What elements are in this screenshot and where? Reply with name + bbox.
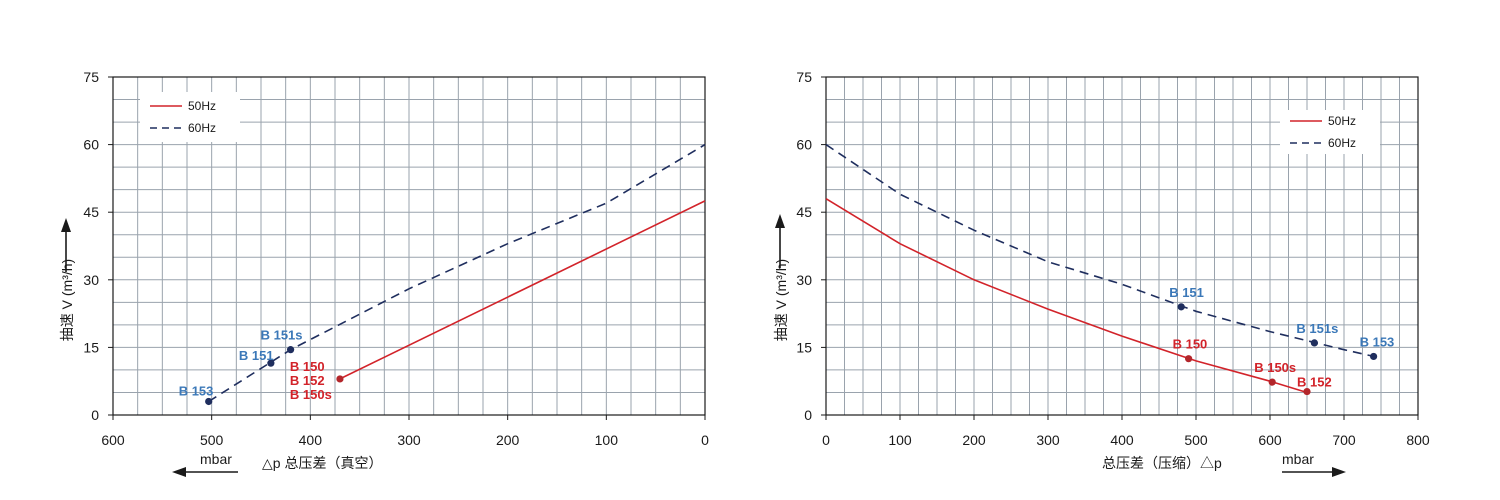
chart-compression: 0 100 200 300 400 500 600 700 800 0 15 30 45 60 75 B 1… bbox=[773, 69, 1430, 477]
y-axis-unit: V (m³/h) bbox=[59, 259, 75, 310]
series-lines bbox=[825, 143, 1374, 394]
data-point bbox=[1303, 387, 1311, 396]
y-axis-title: 抽速 V (m³/h) bbox=[59, 259, 75, 341]
y-tick-label: 30 bbox=[796, 272, 812, 288]
y-arrow-head bbox=[775, 214, 785, 228]
x-tick-label: 300 bbox=[397, 432, 421, 448]
point-label: B 152 bbox=[290, 373, 325, 388]
point-label: B 150s bbox=[1254, 360, 1296, 375]
x-tick-label: 400 bbox=[299, 432, 323, 448]
x-arrow-head bbox=[1332, 467, 1346, 477]
x-tick-label: 400 bbox=[1110, 432, 1134, 448]
point-label: B 151s bbox=[1296, 321, 1338, 336]
data-point bbox=[336, 375, 344, 383]
data-point bbox=[205, 397, 213, 406]
legend: 50Hz 60Hz bbox=[1280, 110, 1380, 154]
data-point bbox=[287, 346, 295, 354]
y-tick-label: 75 bbox=[796, 69, 812, 85]
data-point bbox=[1268, 378, 1276, 386]
legend-label-50hz: 50Hz bbox=[1328, 114, 1356, 128]
x-tick-label: 0 bbox=[822, 432, 830, 448]
series-line-60hz bbox=[208, 143, 706, 403]
legend-box bbox=[140, 92, 240, 142]
x-unit-label: mbar bbox=[1282, 451, 1314, 467]
y-axis-label: 抽速 V (m³/h) bbox=[773, 259, 789, 341]
legend-label-60hz: 60Hz bbox=[1328, 136, 1356, 150]
legend-label-50hz: 50Hz bbox=[188, 99, 216, 113]
y-axis-title: 抽速 V (m³/h) bbox=[773, 259, 789, 341]
tick-labels: 600 500 400 300 200 100 0 0 15 30 45 60 75 bbox=[83, 69, 709, 448]
y-tick-label: 45 bbox=[796, 204, 812, 220]
y-tick-label: 75 bbox=[83, 69, 99, 85]
legend: 50Hz 60Hz bbox=[140, 92, 240, 142]
x-tick-label: 200 bbox=[496, 432, 520, 448]
data-point bbox=[1185, 355, 1193, 363]
y-tick-label: 15 bbox=[83, 339, 99, 355]
point-label: B 153 bbox=[179, 383, 214, 398]
point-label: B 150 bbox=[290, 359, 325, 374]
y-tick-label: 30 bbox=[83, 272, 99, 288]
x-tick-label: 800 bbox=[1406, 432, 1430, 448]
data-point bbox=[267, 359, 275, 367]
y-tick-label: 0 bbox=[91, 407, 99, 423]
point-label: B 151 bbox=[1169, 285, 1204, 300]
x-tick-label: 100 bbox=[595, 432, 619, 448]
point-label: B 150s bbox=[290, 387, 332, 402]
point-label: B 153 bbox=[1360, 334, 1395, 349]
point-label: B 150 bbox=[1173, 337, 1208, 352]
x-tick-label: 0 bbox=[701, 432, 709, 448]
x-tick-label: 500 bbox=[200, 432, 224, 448]
y-axis-prefix: 抽速 bbox=[59, 313, 75, 341]
legend-label-60hz: 60Hz bbox=[188, 121, 216, 135]
x-tick-label: 600 bbox=[1258, 432, 1282, 448]
y-tick-label: 60 bbox=[83, 137, 99, 153]
x-axis-title: 总压差（压缩） bbox=[1102, 455, 1200, 471]
x-axis-title: 总压差（真空） bbox=[284, 455, 382, 471]
x-tick-label: 100 bbox=[888, 432, 912, 448]
x-axis-prefix: △p bbox=[262, 455, 281, 471]
x-arrow-head bbox=[172, 467, 186, 477]
x-tick-label: 200 bbox=[962, 432, 986, 448]
data-point bbox=[1177, 303, 1185, 311]
x-axis-label: 总压差（压缩）△p bbox=[1102, 455, 1222, 471]
legend-box bbox=[1280, 110, 1380, 154]
data-point bbox=[1370, 352, 1378, 361]
y-arrow-head bbox=[61, 218, 71, 232]
y-axis-prefix: 抽速 bbox=[773, 313, 789, 341]
point-label: B 152 bbox=[1297, 375, 1332, 390]
series-line-50hz bbox=[339, 200, 706, 380]
x-tick-label: 700 bbox=[1332, 432, 1356, 448]
x-tick-label: 300 bbox=[1036, 432, 1060, 448]
x-unit-label: mbar bbox=[200, 451, 232, 467]
series-lines bbox=[208, 143, 706, 403]
y-axis-unit: V (m³/h) bbox=[773, 259, 789, 310]
y-tick-label: 45 bbox=[83, 204, 99, 220]
series-line-50hz bbox=[825, 198, 1308, 394]
x-tick-label: 600 bbox=[101, 432, 125, 448]
data-point bbox=[1310, 339, 1318, 347]
y-tick-label: 0 bbox=[804, 407, 812, 423]
y-tick-label: 60 bbox=[796, 137, 812, 153]
y-axis-label: 抽速 V (m³/h) bbox=[59, 259, 75, 341]
y-tick-label: 15 bbox=[796, 339, 812, 355]
tick-labels: 0 100 200 300 400 500 600 700 800 0 15 30 45 60 75 bbox=[796, 69, 1429, 448]
x-axis-label: △p 总压差（真空） bbox=[262, 455, 382, 471]
point-label: B 151s bbox=[261, 328, 303, 343]
x-axis-suffix: △p bbox=[1200, 455, 1222, 471]
point-label: B 151 bbox=[239, 348, 274, 363]
x-tick-label: 500 bbox=[1184, 432, 1208, 448]
